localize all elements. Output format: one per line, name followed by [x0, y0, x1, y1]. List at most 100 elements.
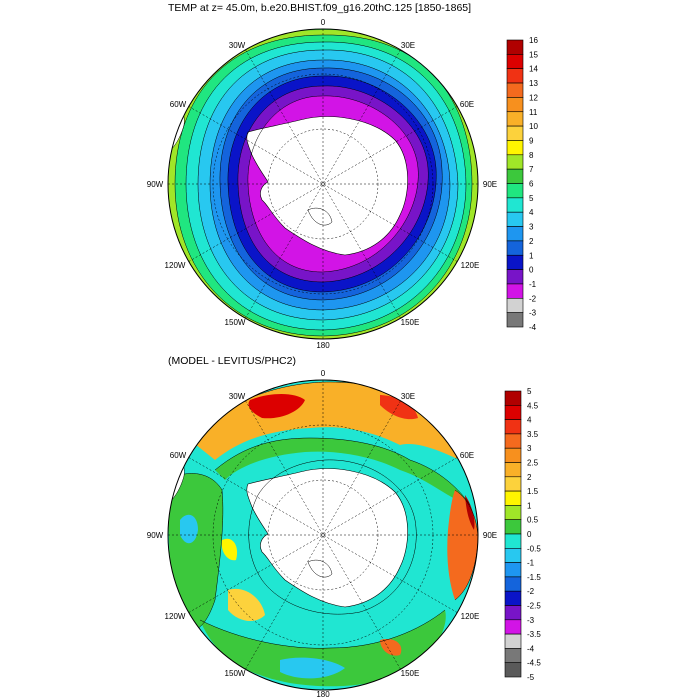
colorbar-swatch	[504, 576, 522, 592]
colorbar-tick-label: 0.5	[527, 516, 539, 525]
colorbar-swatch	[506, 240, 524, 256]
colorbar-tick-label: -5	[527, 673, 535, 682]
colorbar-swatch	[504, 519, 522, 535]
colorbar-tick-label: -1.5	[527, 573, 541, 582]
colorbar-tick-label: -4.5	[527, 659, 541, 668]
colorbar-tick-label: 12	[529, 93, 538, 102]
colorbar-tick-label: 9	[529, 136, 534, 145]
lon-label: 150E	[401, 318, 420, 327]
colorbar-swatch	[506, 140, 524, 156]
colorbar-swatch	[506, 97, 524, 113]
panel-2-title: (MODEL - LEVITUS/PHC2)	[168, 355, 296, 367]
colorbar-swatch	[506, 54, 524, 69]
lon-label: 120W	[165, 612, 186, 621]
colorbar-tick-label: 1.5	[527, 487, 539, 496]
colorbar-swatch	[506, 125, 524, 141]
colorbar-swatch	[504, 476, 522, 492]
colorbar-tick-label: 4.5	[527, 401, 539, 410]
colorbar-tick-label: 1	[527, 501, 532, 510]
lon-label: 90W	[147, 531, 164, 540]
panel-1-lon-labels: 0 30E 60E 90E 120E 150E 180 150W 120W 90…	[147, 18, 497, 350]
lon-label: 0	[321, 18, 326, 27]
colorbar-tick-label: -3.5	[527, 630, 541, 639]
lon-label: 90W	[147, 180, 164, 189]
colorbar-tick-label: -3	[529, 309, 537, 318]
colorbar-tick-label: 11	[529, 108, 538, 117]
lon-label: 0	[321, 369, 326, 378]
colorbar-swatch	[506, 154, 524, 170]
lon-label: 150W	[225, 318, 246, 327]
panel-2-map: 0 30E 60E 90E 120E 150E 180 150W 120W 90…	[147, 369, 497, 699]
lon-label: 30E	[401, 392, 415, 401]
colorbar-swatch	[504, 404, 522, 420]
colorbar-swatch	[506, 183, 524, 199]
colorbar-tick-label: -1	[527, 559, 535, 568]
colorbar-tick-label: -4	[527, 644, 535, 653]
colorbar-tick-label: -2	[529, 294, 537, 303]
lon-label: 150W	[225, 669, 246, 678]
colorbar-tick-label: 10	[529, 122, 538, 131]
lon-label: 120E	[461, 261, 480, 270]
lon-label: 60W	[170, 100, 187, 109]
colorbar-swatch	[504, 505, 522, 520]
lon-label: 90E	[483, 180, 497, 189]
colorbar-tick-label: 2	[529, 237, 534, 246]
colorbar-swatch	[506, 312, 524, 328]
panel-1-map: 0 30E 60E 90E 120E 150E 180 150W 120W 90…	[147, 18, 497, 350]
colorbar-swatch	[506, 226, 524, 242]
colorbar-tick-label: 6	[529, 180, 534, 189]
colorbar-swatch	[504, 390, 522, 406]
colorbar-swatch	[504, 533, 522, 549]
lon-label: 30W	[229, 41, 246, 50]
lon-label: 60E	[460, 100, 474, 109]
colorbar-tick-label: -0.5	[527, 544, 541, 553]
lon-label: 150E	[401, 669, 420, 678]
lon-label: 120W	[165, 261, 186, 270]
colorbar-tick-label: 2	[527, 473, 532, 482]
colorbar-tick-label: 4	[527, 416, 532, 425]
colorbar-swatch	[506, 168, 524, 184]
colorbar-swatch	[504, 547, 522, 563]
panel-2-colorbar: 5 4.5 4 3.5 3 2.5 2 1.5 1 0.5 0 -0.5 -1 -1.5 -2 -2.5 -3 -…	[504, 387, 541, 682]
colorbar-swatch	[506, 111, 524, 127]
colorbar-tick-label: 5	[529, 194, 534, 203]
lon-label: 30E	[401, 41, 415, 50]
colorbar-swatch	[504, 462, 522, 478]
lon-label: 60E	[460, 451, 474, 460]
colorbar-tick-label: -3	[527, 616, 535, 625]
colorbar-swatch	[504, 433, 522, 449]
colorbar-tick-label: 15	[529, 50, 538, 59]
colorbar-swatch	[504, 447, 522, 463]
colorbar-tick-label: 0	[527, 530, 532, 539]
colorbar-swatch	[504, 419, 522, 435]
colorbar-tick-label: 8	[529, 151, 534, 160]
colorbar-swatch	[504, 490, 522, 506]
colorbar-tick-label: 7	[529, 165, 534, 174]
colorbar-swatch	[506, 283, 524, 299]
colorbar-swatch	[504, 619, 522, 635]
colorbar-swatch	[506, 39, 524, 55]
colorbar-tick-label: 5	[527, 387, 532, 396]
lon-label: 180	[316, 690, 330, 699]
colorbar-tick-label: 1	[529, 251, 534, 260]
colorbar-swatch	[504, 633, 522, 649]
colorbar-tick-label: -2	[527, 587, 535, 596]
colorbar-swatch	[504, 648, 522, 664]
colorbar-tick-label: 2.5	[527, 459, 539, 468]
colorbar-tick-label: 4	[529, 208, 534, 217]
colorbar-swatch	[504, 590, 522, 606]
colorbar-tick-label: 13	[529, 79, 538, 88]
colorbar-tick-label: 3	[527, 444, 532, 453]
colorbar-swatch	[504, 562, 522, 578]
colorbar-swatch	[506, 211, 524, 227]
colorbar-swatch	[504, 605, 522, 621]
lon-label: 180	[316, 341, 330, 350]
colorbar-tick-label: -2.5	[527, 602, 541, 611]
colorbar-swatch	[506, 197, 524, 213]
lon-label: 120E	[461, 612, 480, 621]
panel-2-lon-labels: 0 30E 60E 90E 120E 150E 180 150W 120W 90…	[147, 369, 497, 699]
colorbar-tick-label: 3.5	[527, 430, 539, 439]
colorbar-swatch	[506, 269, 524, 285]
